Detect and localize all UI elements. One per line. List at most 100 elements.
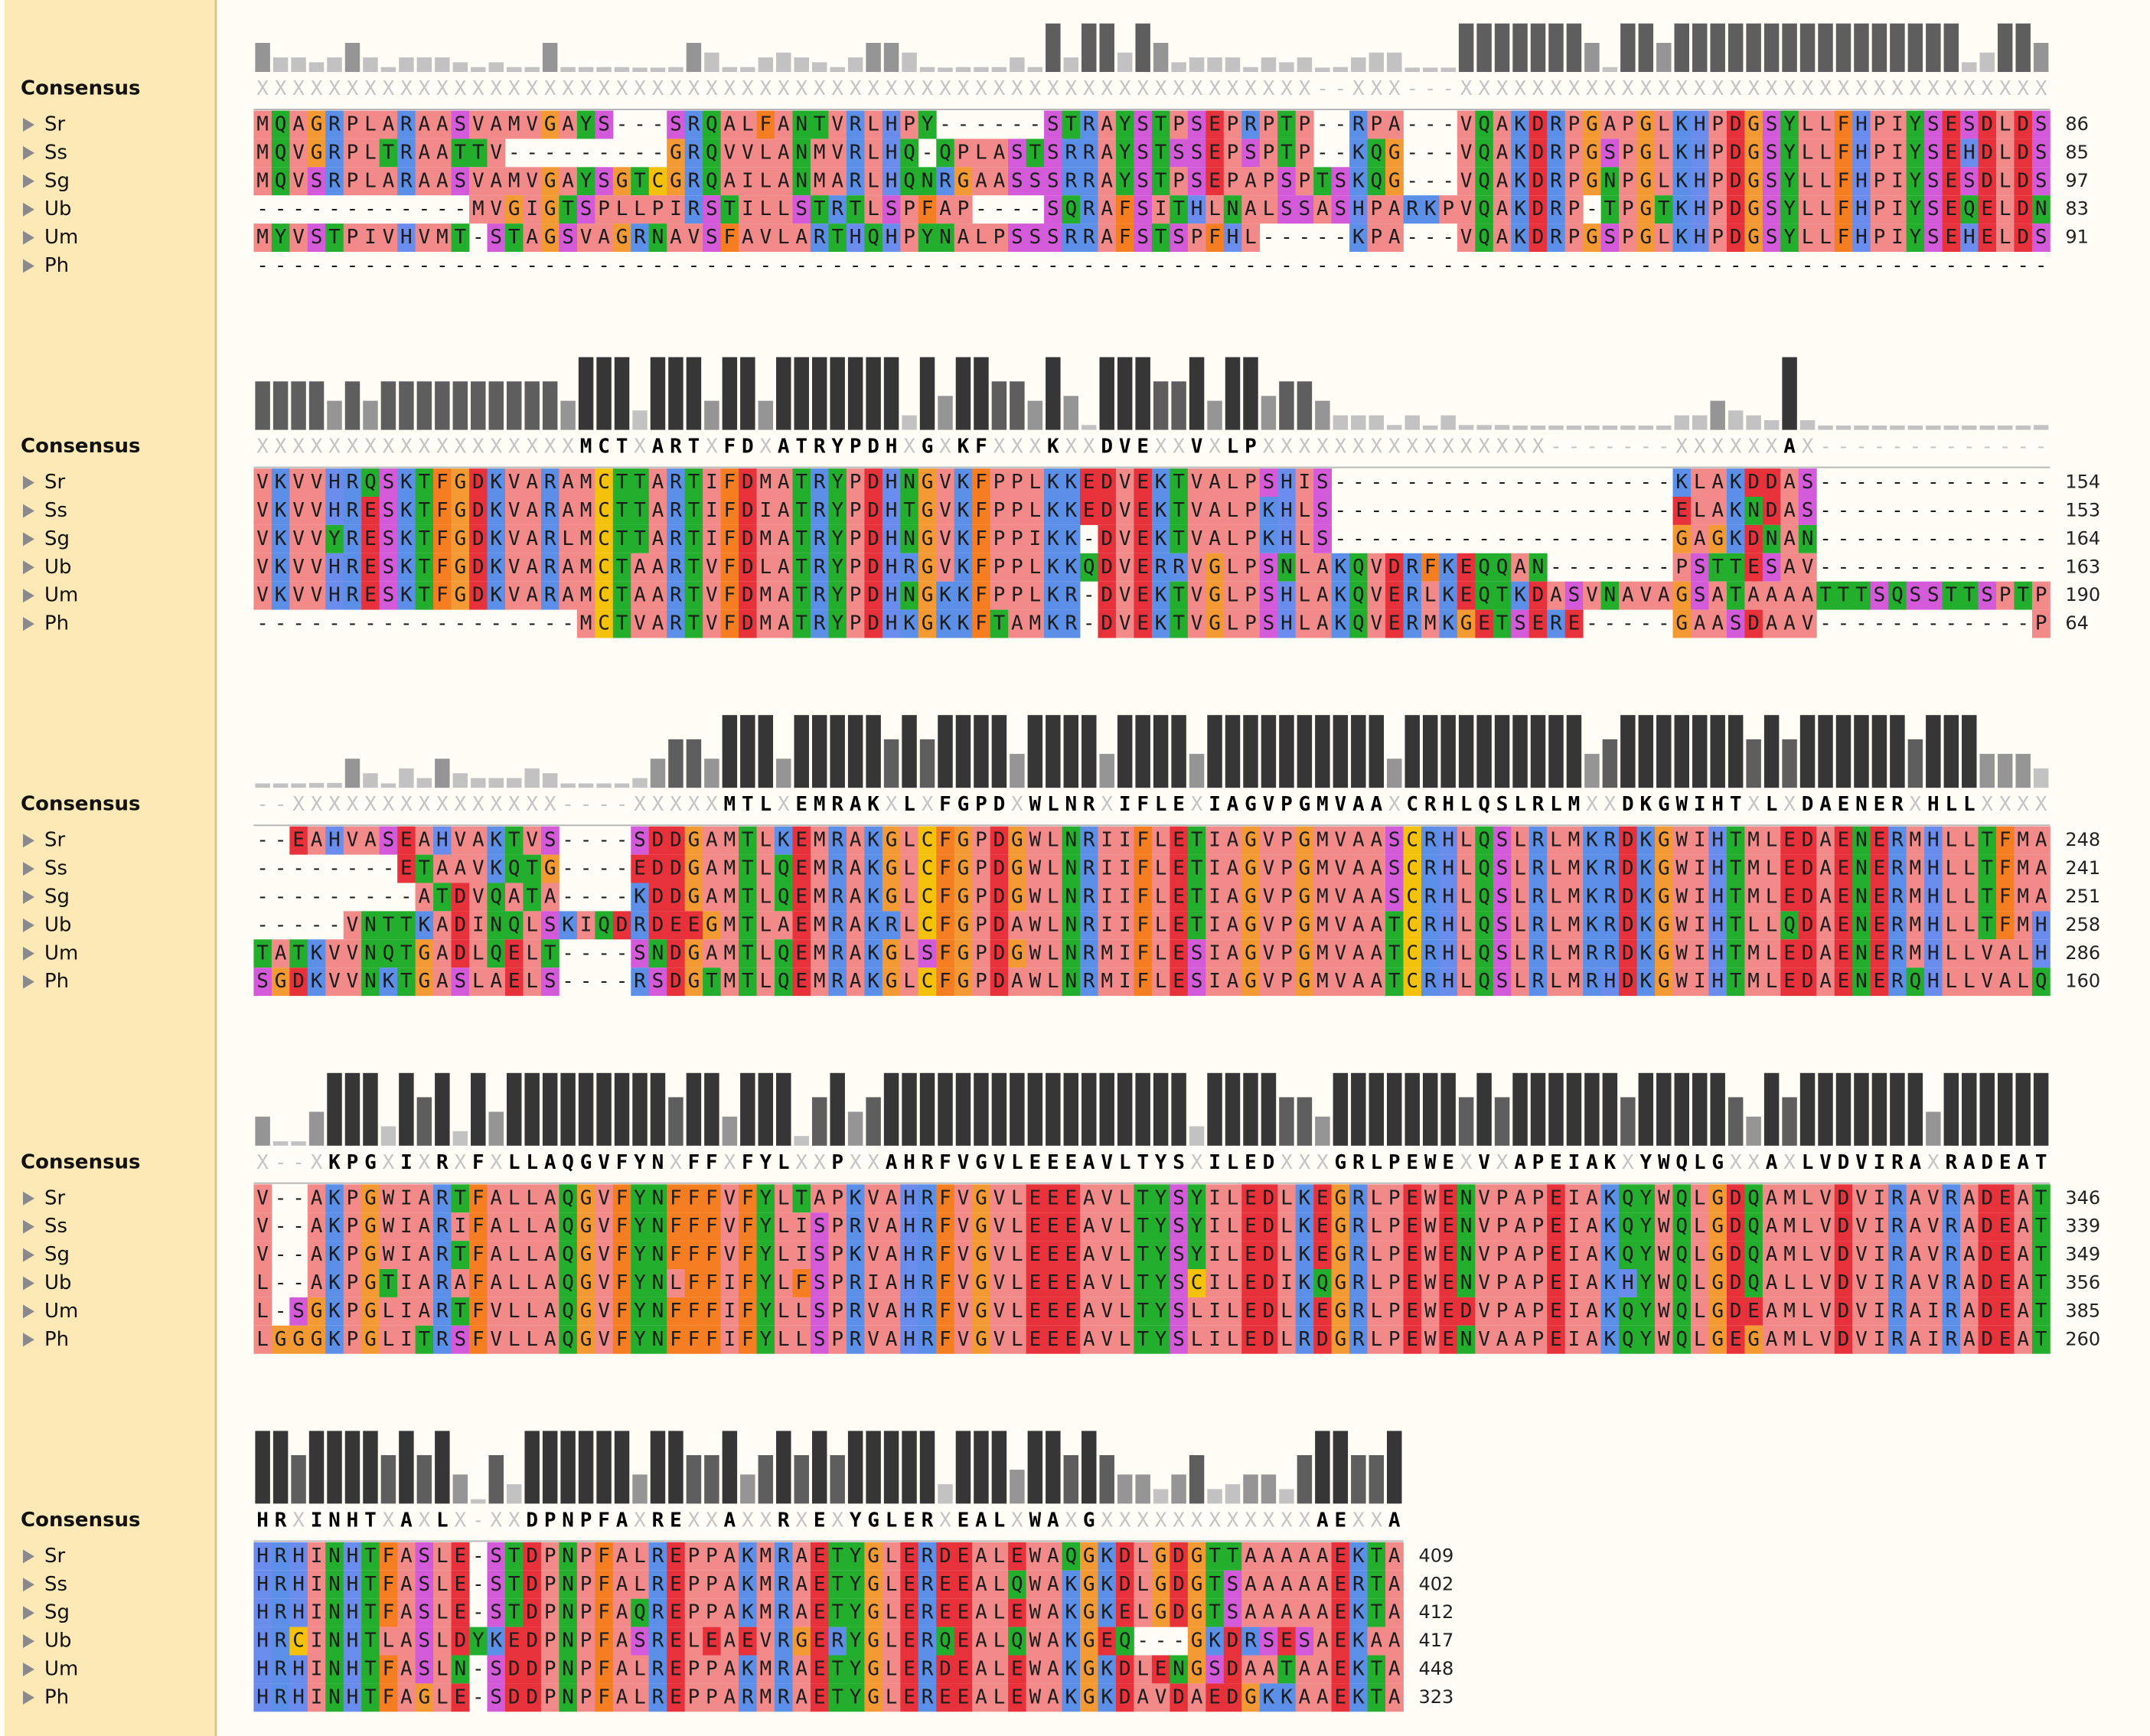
residue-cell — [720, 224, 739, 252]
residue-cell — [864, 195, 883, 224]
residue-cell — [1834, 195, 1853, 224]
conservation-bar — [740, 715, 755, 788]
residue-cell — [487, 167, 506, 196]
residue-cell — [1600, 139, 1620, 168]
conservation-bar — [1907, 1072, 1923, 1146]
conservation-bar — [1027, 1072, 1043, 1146]
expand-arrow — [23, 202, 34, 217]
residue-cell — [1924, 224, 1943, 252]
residue-cell — [343, 553, 362, 582]
sequence-name: Sg — [44, 527, 70, 550]
residue-cell — [1295, 497, 1314, 525]
conservation-bar — [1063, 715, 1079, 788]
conservation-bar — [2033, 43, 2049, 72]
conservation-bar — [2015, 23, 2031, 73]
residue-cell — [1098, 524, 1117, 553]
conservation-bar — [632, 1474, 648, 1504]
residue-cell — [451, 167, 470, 196]
conservation-bar — [1997, 753, 2013, 788]
conservation-bar — [883, 1431, 899, 1504]
residue-cell — [703, 553, 722, 582]
residue-cell — [684, 468, 703, 497]
residue-cell — [918, 167, 937, 196]
conservation-bar — [1602, 67, 1618, 72]
residue-cell — [1367, 167, 1386, 196]
residue-cell — [1726, 167, 1745, 196]
conservation-bar — [291, 1455, 306, 1504]
residue-cell — [1816, 167, 1835, 196]
residue-cell — [325, 581, 344, 610]
conservation-bar — [722, 1431, 738, 1504]
residue-cell — [433, 468, 452, 497]
residue-cell — [684, 110, 703, 139]
residue-cell — [703, 497, 722, 525]
residue-cell — [792, 110, 811, 139]
conservation-bar — [578, 67, 594, 72]
residue-cell — [523, 195, 542, 224]
residue-cell — [612, 524, 631, 553]
residue-cell — [864, 581, 883, 610]
residue-cell — [1098, 497, 1117, 525]
conservation-bar — [1494, 23, 1510, 73]
residue-cell — [1331, 553, 1350, 582]
residue-cell — [1528, 553, 1548, 582]
residue-cell — [846, 167, 865, 196]
conservation-bar — [596, 1072, 612, 1146]
sequence-name: Sg — [44, 169, 70, 192]
residue-cell — [882, 524, 901, 553]
conservation-bar — [2033, 768, 2049, 788]
conservation-bar — [794, 715, 809, 788]
residue-cell — [307, 524, 326, 553]
conservation-bar — [1512, 425, 1528, 430]
conservation-bar — [1710, 400, 1725, 430]
conservation-bar — [1854, 1072, 1869, 1146]
residue-cell — [271, 497, 290, 525]
residue-cell — [1744, 524, 1763, 553]
conservation-bar — [560, 783, 576, 788]
conservation-bar — [1458, 715, 1474, 788]
residue-cell — [1547, 224, 1566, 252]
conservation-bar — [560, 67, 576, 72]
residue-cell — [1672, 553, 1692, 582]
residue-cell — [523, 581, 542, 610]
residue-cell — [1223, 195, 1242, 224]
residue-cell — [1564, 167, 1584, 196]
residue-cell — [487, 553, 506, 582]
conservation-bar — [1207, 57, 1222, 72]
residue-cell — [990, 497, 1009, 525]
residue-cell — [1385, 553, 1404, 582]
residue-cell — [397, 224, 416, 252]
residue-cell — [1223, 110, 1242, 139]
residue-cell — [1672, 110, 1692, 139]
residue-cell — [540, 553, 560, 582]
residue-cell — [1115, 524, 1134, 553]
end-position: 241 — [2065, 857, 2100, 879]
residue-cell — [936, 195, 955, 224]
end-position: 91 — [2065, 227, 2089, 248]
residue-cell — [918, 468, 937, 497]
residue-cell — [271, 553, 290, 582]
conservation-bar — [1171, 62, 1186, 72]
residue-cell — [1457, 195, 1476, 224]
expand-arrow — [23, 560, 34, 575]
residue-cell — [1798, 167, 1817, 196]
residue-cell — [1762, 110, 1781, 139]
residue-cell — [828, 524, 847, 553]
conservation-bar — [471, 1072, 486, 1146]
residue-cell — [1151, 195, 1170, 224]
residue-cell — [1295, 553, 1314, 582]
conservation-bar — [1620, 425, 1636, 430]
residue-cell — [739, 524, 757, 553]
conservation-bar — [578, 783, 594, 788]
residue-cell — [972, 139, 991, 168]
conservation-bar — [1261, 1474, 1277, 1504]
residue-cell — [684, 581, 703, 610]
conservation-bar — [811, 1097, 827, 1146]
end-position: 260 — [2065, 1328, 2100, 1349]
conservation-bar — [1854, 425, 1869, 430]
sequence-name: Sg — [44, 1243, 70, 1266]
conservation-bar — [1279, 381, 1294, 430]
end-position: 349 — [2065, 1244, 2100, 1265]
conservation-bar — [1620, 1097, 1636, 1146]
